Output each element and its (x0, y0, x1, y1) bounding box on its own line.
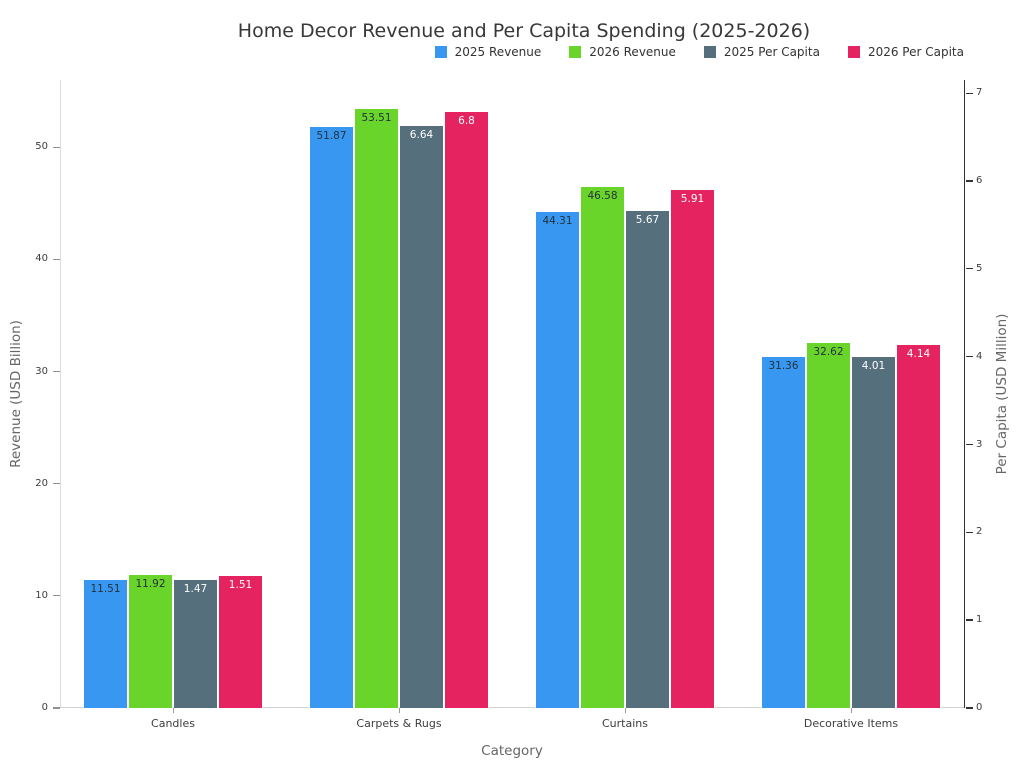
bar: 31.36 (761, 356, 806, 708)
bar-value-label: 1.47 (183, 582, 208, 595)
y-axis-tick-right (965, 619, 973, 621)
bar: 6.8 (444, 110, 489, 708)
bar-value-label: 11.92 (135, 578, 166, 591)
y-axis-tick-left (53, 595, 60, 597)
x-axis-tick-label: Carpets & Rugs (356, 717, 442, 730)
bar-value-label: 4.14 (906, 348, 931, 361)
bar: 53.51 (354, 107, 399, 708)
bar-group: 31.36 32.62 4.01 4.14 (761, 342, 941, 708)
bar-value-label: 32.62 (813, 346, 844, 359)
bar-group: 11.51 11.92 1.47 1.51 (83, 574, 263, 708)
x-axis-tick (850, 708, 852, 713)
y-axis-tick-left (53, 146, 60, 148)
y-axis-tick-right (965, 531, 973, 533)
bar: 5.91 (670, 188, 715, 708)
bar-value-label: 46.58 (587, 189, 618, 202)
bar-value-label: 1.51 (228, 579, 253, 592)
y-axis-tick-left (53, 258, 60, 260)
y-axis-tick-label-right: 0 (976, 702, 983, 713)
bar-value-label: 31.36 (768, 360, 799, 373)
y-axis-tick-right (965, 180, 973, 182)
legend-label: 2025 Per Capita (723, 45, 820, 59)
bar: 46.58 (580, 185, 625, 708)
x-axis-label: Category (481, 743, 543, 759)
y-axis-tick-label-right: 5 (976, 262, 983, 274)
y-axis-tick-right (965, 707, 973, 709)
bar: 4.01 (851, 355, 896, 708)
legend-label: 2026 Per Capita (867, 45, 964, 59)
x-axis-tick (172, 708, 174, 713)
bar-value-label: 53.51 (361, 111, 392, 124)
bar-group: 44.31 46.58 5.67 5.91 (535, 185, 715, 708)
x-axis-tick-label: Curtains (602, 717, 648, 730)
y-axis-tick-label-right: 6 (976, 175, 983, 187)
right-axis-spine (963, 80, 965, 708)
y-axis-tick-label-right: 7 (976, 87, 983, 99)
bar: 5.67 (625, 210, 670, 708)
plot-area: 0 10 20 30 40 50 0 1 2 3 4 5 6 7 11.51 11.92 1.47 1.51 Can… (35, 80, 982, 730)
y-axis-label-left: Revenue (USD Billion) (8, 320, 24, 468)
left-axis-spine (60, 80, 61, 708)
legend: 2025 Revenue 2026 Revenue 2025 Per Capita 2… (434, 45, 964, 59)
bar: 32.62 (806, 342, 851, 708)
legend-item: 2025 Revenue (434, 45, 542, 59)
bar: 6.64 (399, 124, 444, 708)
legend-label: 2025 Revenue (454, 45, 542, 59)
bottom-axis-spine (60, 707, 964, 708)
y-axis-tick-label-right: 4 (976, 350, 983, 362)
bar: 1.51 (218, 575, 263, 708)
legend-label: 2026 Revenue (589, 45, 676, 59)
bar-value-label: 11.51 (90, 582, 121, 595)
legend-item: 2026 Per Capita (847, 45, 964, 59)
bar: 1.47 (173, 578, 218, 708)
y-axis-tick-label-left: 10 (35, 589, 48, 601)
x-axis-tick-label: Candles (151, 717, 195, 730)
y-axis-tick-left (53, 370, 60, 373)
bar-value-label: 4.01 (861, 359, 886, 372)
y-axis-tick-label-right: 3 (976, 438, 983, 450)
y-axis-tick-label-left: 0 (41, 702, 48, 713)
bar: 11.92 (128, 574, 173, 708)
y-axis-tick-right (965, 268, 973, 270)
y-axis-tick-left (53, 483, 60, 485)
bar-group: 51.87 53.51 6.64 6.8 (309, 107, 489, 708)
legend-swatch (847, 46, 860, 58)
x-axis-tick (624, 708, 626, 713)
y-axis-tick-label-left: 50 (35, 141, 48, 153)
y-axis-tick-right (965, 92, 973, 94)
y-axis-tick-label-left: 20 (35, 477, 48, 489)
bar: 4.14 (896, 344, 941, 708)
legend-swatch (569, 46, 582, 58)
legend-swatch (703, 46, 716, 58)
y-axis-tick-label-right: 1 (976, 614, 983, 626)
bar: 51.87 (309, 126, 354, 708)
bar: 11.51 (83, 578, 128, 708)
bar-value-label: 44.31 (542, 215, 573, 228)
bar-value-label: 6.8 (458, 114, 475, 127)
y-axis-tick-label-left: 40 (35, 253, 48, 265)
y-axis-tick-label-left: 30 (35, 365, 48, 377)
x-axis-tick-label: Decorative Items (803, 717, 899, 730)
bar: 44.31 (535, 211, 580, 708)
y-axis-tick-label-right: 2 (976, 526, 983, 538)
y-axis-tick-left (53, 707, 60, 709)
chart-title: Home Decor Revenue and Per Capita Spendi… (237, 20, 811, 42)
legend-swatch (434, 46, 447, 58)
x-axis-tick (398, 708, 400, 713)
legend-item: 2026 Revenue (569, 45, 676, 59)
bar-value-label: 5.67 (635, 214, 660, 226)
y-axis-tick-right (965, 355, 973, 358)
bar-value-label: 5.91 (680, 192, 705, 205)
y-axis-label-right: Per Capita (USD Million) (994, 313, 1010, 475)
bar-value-label: 51.87 (316, 130, 347, 143)
y-axis-tick-right (965, 443, 973, 446)
bar-value-label: 6.64 (409, 128, 434, 141)
legend-item: 2025 Per Capita (703, 45, 820, 59)
